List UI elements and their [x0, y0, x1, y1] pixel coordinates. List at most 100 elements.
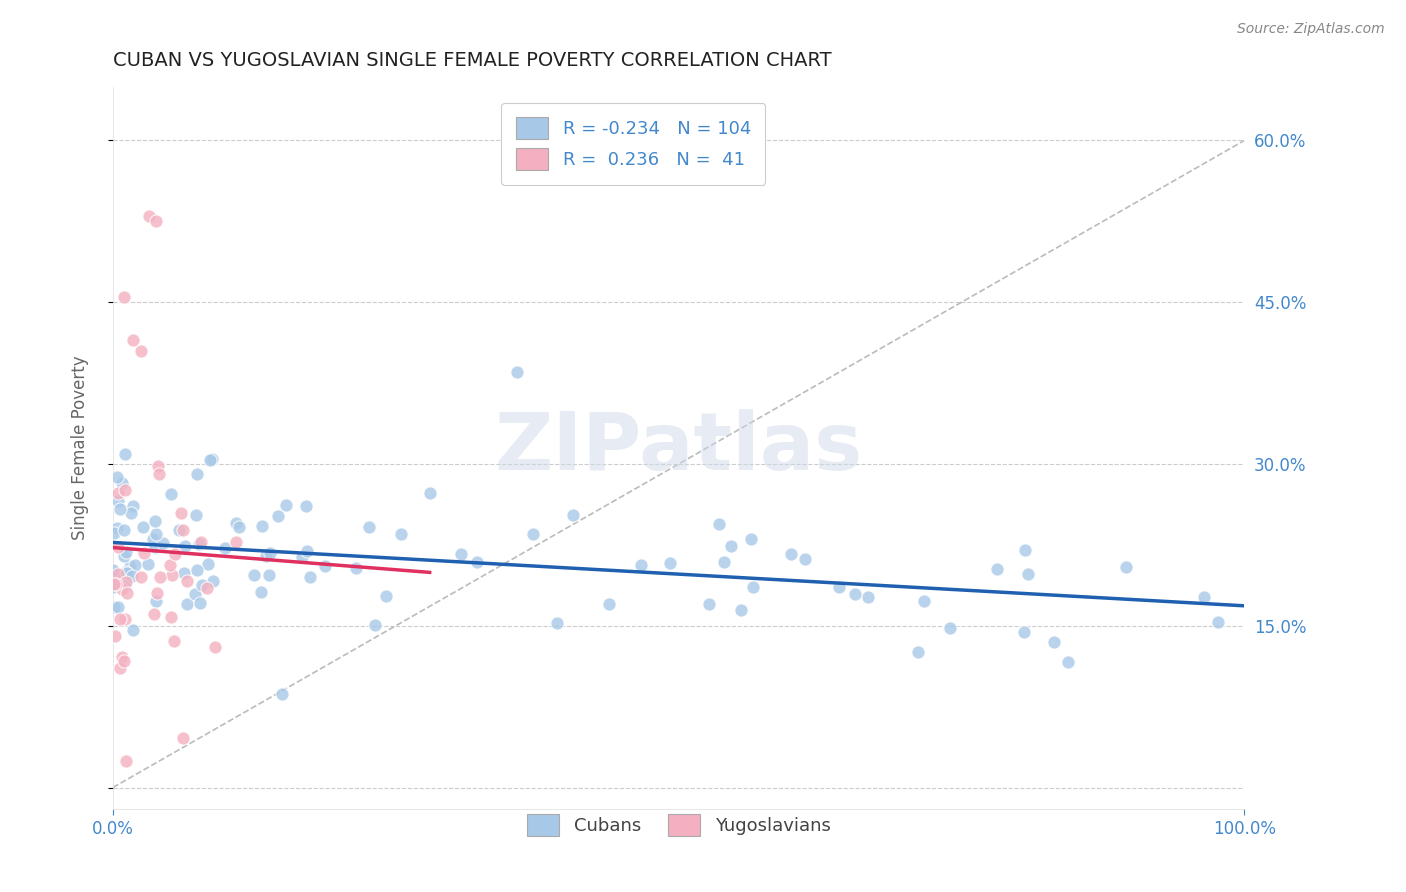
Point: [107, 540, 129, 554]
Point: [111, 582, 134, 596]
Point: [720, 539, 742, 553]
Point: [214, 541, 236, 555]
Text: CUBAN VS YUGOSLAVIAN SINGLE FEMALE POVERTY CORRELATION CHART: CUBAN VS YUGOSLAVIAN SINGLE FEMALE POVER…: [112, 51, 831, 70]
Point: [186, 563, 208, 577]
Point: [228, 519, 250, 533]
Point: [112, 290, 135, 304]
Point: [114, 447, 136, 461]
Text: ZIPatlas: ZIPatlas: [495, 409, 863, 487]
Point: [122, 624, 145, 638]
Point: [291, 549, 314, 564]
Point: [112, 549, 135, 564]
Point: [114, 545, 136, 559]
Point: [176, 597, 198, 611]
Point: [191, 578, 214, 592]
Point: [186, 467, 208, 481]
Point: [201, 451, 224, 466]
Point: [129, 343, 152, 358]
Point: [148, 467, 170, 482]
Point: [112, 654, 135, 668]
Point: [145, 514, 167, 528]
Point: [299, 570, 322, 584]
Point: [107, 600, 129, 615]
Point: [780, 547, 803, 561]
Point: [1115, 560, 1137, 574]
Point: [114, 578, 136, 592]
Point: [132, 519, 155, 533]
Point: [170, 506, 193, 520]
Point: [114, 612, 136, 626]
Point: [270, 687, 292, 701]
Point: [730, 603, 752, 617]
Point: [391, 527, 413, 541]
Point: [136, 557, 159, 571]
Point: [939, 621, 962, 635]
Point: [505, 365, 527, 379]
Point: [103, 563, 125, 577]
Point: [419, 485, 441, 500]
Point: [1042, 635, 1064, 649]
Point: [375, 589, 398, 603]
Point: [740, 533, 762, 547]
Point: [124, 558, 146, 573]
Point: [598, 597, 620, 611]
Point: [844, 587, 866, 601]
Point: [145, 527, 167, 541]
Point: [101, 580, 124, 594]
Point: [259, 546, 281, 560]
Point: [107, 521, 129, 535]
Point: [1014, 542, 1036, 557]
Point: [713, 555, 735, 569]
Point: [107, 493, 129, 508]
Point: [1194, 591, 1216, 605]
Point: [145, 214, 167, 228]
Legend: Cubans, Yugoslavians: Cubans, Yugoslavians: [519, 807, 838, 844]
Point: [115, 586, 138, 600]
Point: [103, 577, 125, 591]
Point: [707, 517, 730, 532]
Point: [250, 585, 273, 599]
Point: [107, 485, 129, 500]
Point: [856, 590, 879, 604]
Point: [357, 520, 380, 534]
Point: [118, 559, 141, 574]
Point: [163, 547, 186, 561]
Point: [108, 501, 131, 516]
Point: [115, 565, 138, 579]
Point: [741, 580, 763, 594]
Point: [267, 508, 290, 523]
Point: [1208, 615, 1230, 629]
Point: [201, 574, 224, 589]
Point: [295, 499, 318, 513]
Point: [190, 535, 212, 549]
Point: [828, 580, 851, 594]
Point: [1017, 566, 1039, 581]
Point: [190, 596, 212, 610]
Point: [176, 574, 198, 589]
Point: [793, 551, 815, 566]
Point: [697, 598, 720, 612]
Point: [112, 523, 135, 537]
Point: [907, 645, 929, 659]
Point: [122, 333, 145, 347]
Point: [111, 649, 134, 664]
Point: [912, 593, 935, 607]
Point: [276, 498, 298, 512]
Point: [129, 570, 152, 584]
Point: [173, 566, 195, 581]
Point: [159, 558, 181, 572]
Point: [172, 731, 194, 746]
Point: [103, 599, 125, 614]
Point: [107, 567, 129, 582]
Point: [134, 546, 156, 560]
Point: [174, 539, 197, 553]
Point: [197, 557, 219, 571]
Point: [195, 581, 218, 595]
Point: [152, 536, 174, 550]
Point: [183, 587, 205, 601]
Point: [250, 519, 273, 533]
Point: [103, 525, 125, 540]
Point: [314, 559, 336, 574]
Point: [110, 612, 132, 626]
Point: [121, 569, 143, 583]
